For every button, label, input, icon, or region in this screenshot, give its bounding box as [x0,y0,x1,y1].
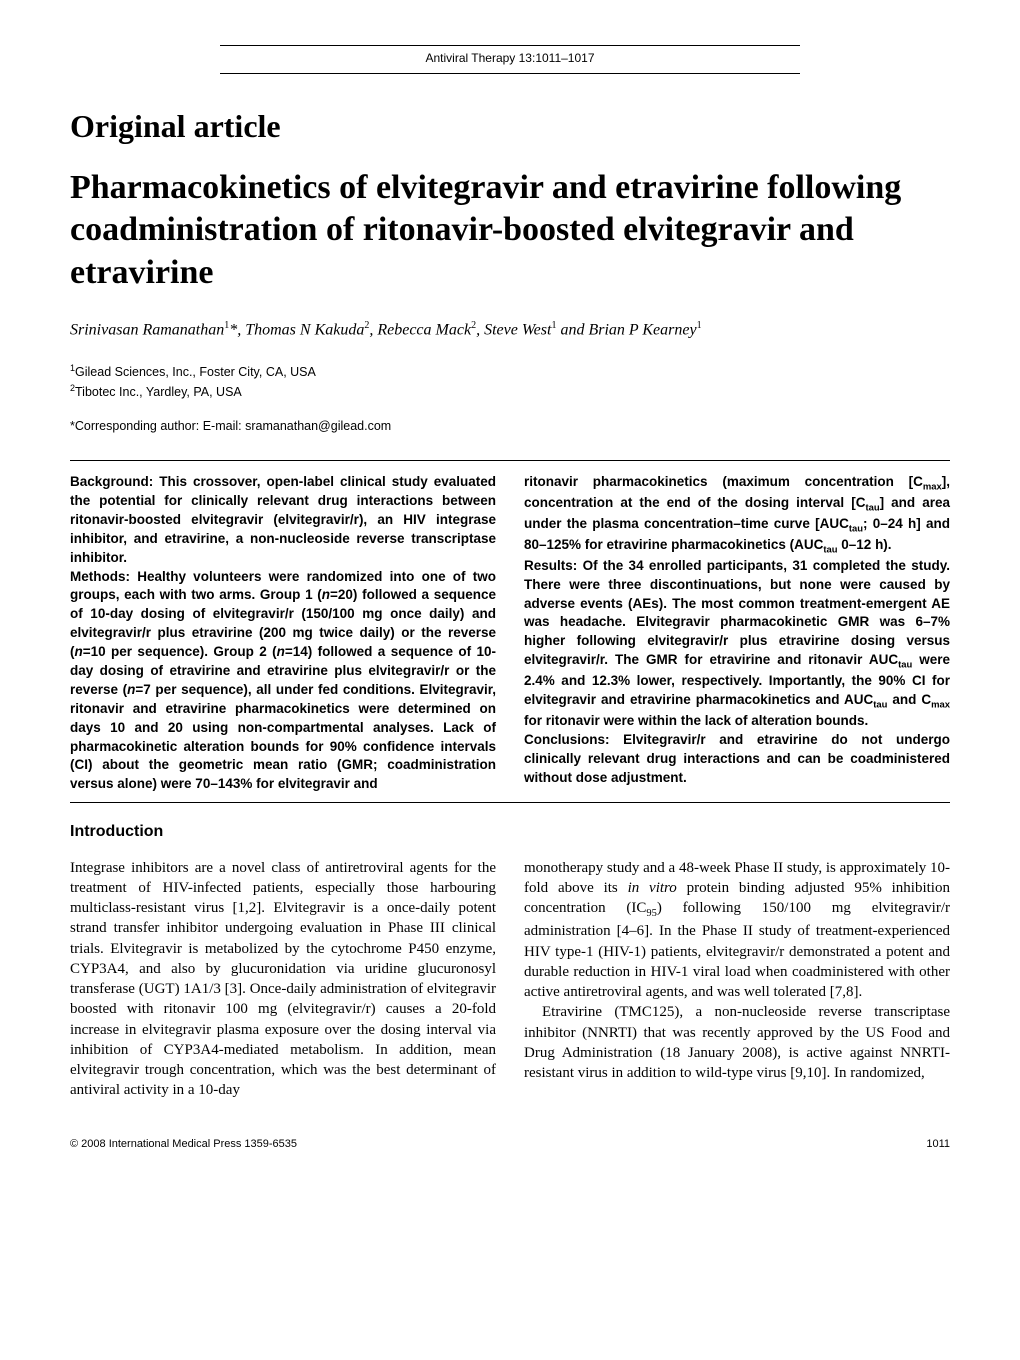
introduction-heading: Introduction [70,821,950,843]
body-right-p2: Etravirine (TMC125), a non-nucleoside re… [524,1002,950,1083]
abstract-left-column: Background: This crossover, open-label c… [70,473,496,794]
body-text-block: Integrase inhibitors are a novel class o… [70,858,950,1101]
article-type: Original article [70,104,950,149]
body-right-p1: monotherapy study and a 48-week Phase II… [524,858,950,1003]
authors-line: Srinivasan Ramanathan1*, Thomas N Kakuda… [70,319,950,342]
abstract-block: Background: This crossover, open-label c… [70,473,950,794]
corresponding-author: *Corresponding author: E-mail: sramanath… [70,418,950,436]
header-rule-bottom [220,73,800,74]
affiliation-2: 2Tibotec Inc., Yardley, PA, USA [70,382,950,402]
abstract-right-column: ritonavir pharmacokinetics (maximum conc… [524,473,950,794]
affiliations-block: 1Gilead Sciences, Inc., Foster City, CA,… [70,362,950,402]
abstract-bottom-rule [70,802,950,803]
body-left-column: Integrase inhibitors are a novel class o… [70,858,496,1101]
running-header: Antiviral Therapy 13:1011–1017 [70,50,950,67]
body-left-p1: Integrase inhibitors are a novel class o… [70,858,496,1101]
header-rule-top [220,45,800,46]
abstract-top-rule [70,460,950,461]
footer-page-number: 1011 [926,1137,950,1152]
page-footer: © 2008 International Medical Press 1359-… [70,1137,950,1152]
footer-copyright: © 2008 International Medical Press 1359-… [70,1137,297,1152]
article-title: Pharmacokinetics of elvitegravir and etr… [70,167,950,295]
affiliation-1: 1Gilead Sciences, Inc., Foster City, CA,… [70,362,950,382]
body-right-column: monotherapy study and a 48-week Phase II… [524,858,950,1101]
